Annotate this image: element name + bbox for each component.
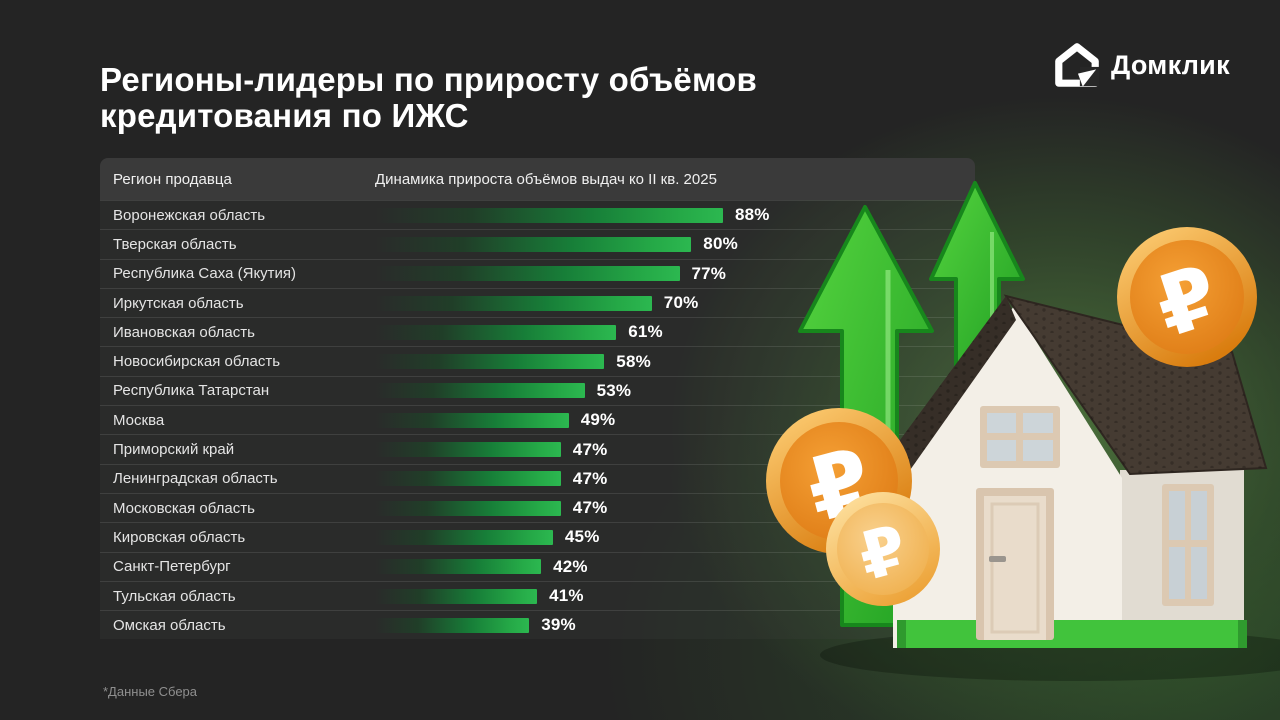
region-label: Новосибирская область: [113, 353, 281, 371]
percent-label: 45%: [564, 527, 600, 547]
percent-label: 70%: [663, 293, 699, 313]
table-row: Ленинградская область 47%: [100, 463, 975, 493]
percent-label: 47%: [572, 439, 608, 459]
column-header-region: Регион продавца: [113, 170, 232, 188]
region-label: Московская область: [113, 499, 255, 517]
growth-bar: [375, 236, 692, 252]
table-header: Регион продавца Динамика прироста объёмо…: [100, 158, 975, 200]
growth-bar: [375, 529, 553, 545]
region-label: Кировская область: [113, 528, 246, 546]
bar-cell: 45%: [375, 527, 975, 547]
bar-cell: 61%: [375, 322, 975, 342]
percent-label: 49%: [580, 410, 616, 430]
percent-label: 47%: [572, 468, 608, 488]
bar-cell: 42%: [375, 557, 975, 577]
region-label: Республика Татарстан: [113, 382, 270, 400]
table-row: Омская область 39%: [100, 610, 975, 640]
percent-label: 47%: [572, 498, 608, 518]
growth-bar: [375, 295, 652, 311]
bar-cell: 88%: [375, 205, 975, 225]
region-label: Тульская область: [113, 587, 236, 605]
growth-bar: [375, 383, 585, 399]
percent-label: 42%: [553, 556, 588, 576]
table-row: Тульская область 41%: [100, 580, 975, 611]
column-header-dynamic: Динамика прироста объёмов выдач ко II кв…: [375, 170, 717, 188]
region-label: Санкт-Петербург: [113, 558, 231, 576]
table-row: Москва 49%: [100, 405, 975, 435]
percent-label: 41%: [549, 586, 584, 605]
region-label: Приморский край: [113, 441, 235, 459]
bar-cell: 39%: [375, 615, 975, 635]
percent-label: 58%: [616, 351, 651, 371]
growth-bar: [375, 471, 561, 487]
percent-label: 77%: [691, 263, 727, 283]
growth-bar: [375, 266, 680, 282]
table-row: Московская область 47%: [100, 492, 975, 523]
growth-bar: [375, 500, 561, 516]
growth-bar: [375, 412, 569, 428]
bar-cell: 80%: [375, 234, 975, 254]
regions-table: Регион продавца Динамика прироста объёмо…: [100, 158, 975, 640]
region-label: Москва: [113, 411, 165, 429]
region-label: Омская область: [113, 616, 226, 634]
table-row: Кировская область 45%: [100, 522, 975, 552]
table-body: Воронежская область 88% Тверская область…: [100, 200, 975, 640]
percent-label: 88%: [735, 205, 770, 225]
bar-cell: 47%: [375, 440, 975, 460]
growth-bar: [375, 617, 530, 633]
table-row: Приморский край 47%: [100, 434, 975, 464]
growth-bar: [375, 324, 617, 340]
brand-logo: Домклик: [1054, 42, 1230, 88]
region-label: Воронежская область: [113, 206, 266, 224]
source-footnote: *Данные Сбера: [103, 684, 198, 699]
bar-cell: 41%: [375, 586, 975, 606]
region-label: Ивановская область: [113, 323, 255, 341]
region-label: Тверская область: [113, 235, 237, 253]
growth-bar: [375, 559, 542, 575]
percent-label: 53%: [596, 380, 632, 400]
bar-cell: 70%: [375, 293, 975, 313]
table-row: Тверская область 80%: [100, 229, 975, 259]
percent-label: 39%: [541, 615, 576, 635]
table-row: Иркутская область 70%: [100, 287, 975, 318]
growth-bar: [375, 588, 538, 604]
region-label: Республика Саха (Якутия): [113, 265, 297, 283]
bar-cell: 77%: [375, 264, 975, 284]
table-row: Санкт-Петербург 42%: [100, 551, 975, 581]
bar-cell: 53%: [375, 381, 975, 401]
region-label: Иркутская область: [113, 294, 244, 312]
bar-cell: 58%: [375, 352, 975, 372]
bar-cell: 49%: [375, 410, 975, 430]
growth-bar: [375, 354, 605, 370]
table-row: Республика Татарстан 53%: [100, 375, 975, 406]
bar-cell: 47%: [375, 469, 975, 489]
table-row: Новосибирская область 58%: [100, 346, 975, 376]
table-row: Воронежская область 88%: [100, 200, 975, 230]
growth-bar: [375, 442, 561, 458]
brand-name: Домклик: [1111, 49, 1230, 80]
bar-cell: 47%: [375, 498, 975, 518]
domclick-house-icon: [1055, 43, 1100, 87]
percent-label: 80%: [703, 234, 738, 254]
page-title: Регионы-лидеры по приросту объёмов креди…: [100, 61, 758, 135]
region-label: Ленинградская область: [113, 470, 278, 488]
percent-label: 61%: [628, 322, 663, 342]
table-row: Ивановская область 61%: [100, 317, 975, 347]
table-row: Республика Саха (Якутия) 77%: [100, 258, 975, 288]
growth-bar: [375, 207, 723, 223]
